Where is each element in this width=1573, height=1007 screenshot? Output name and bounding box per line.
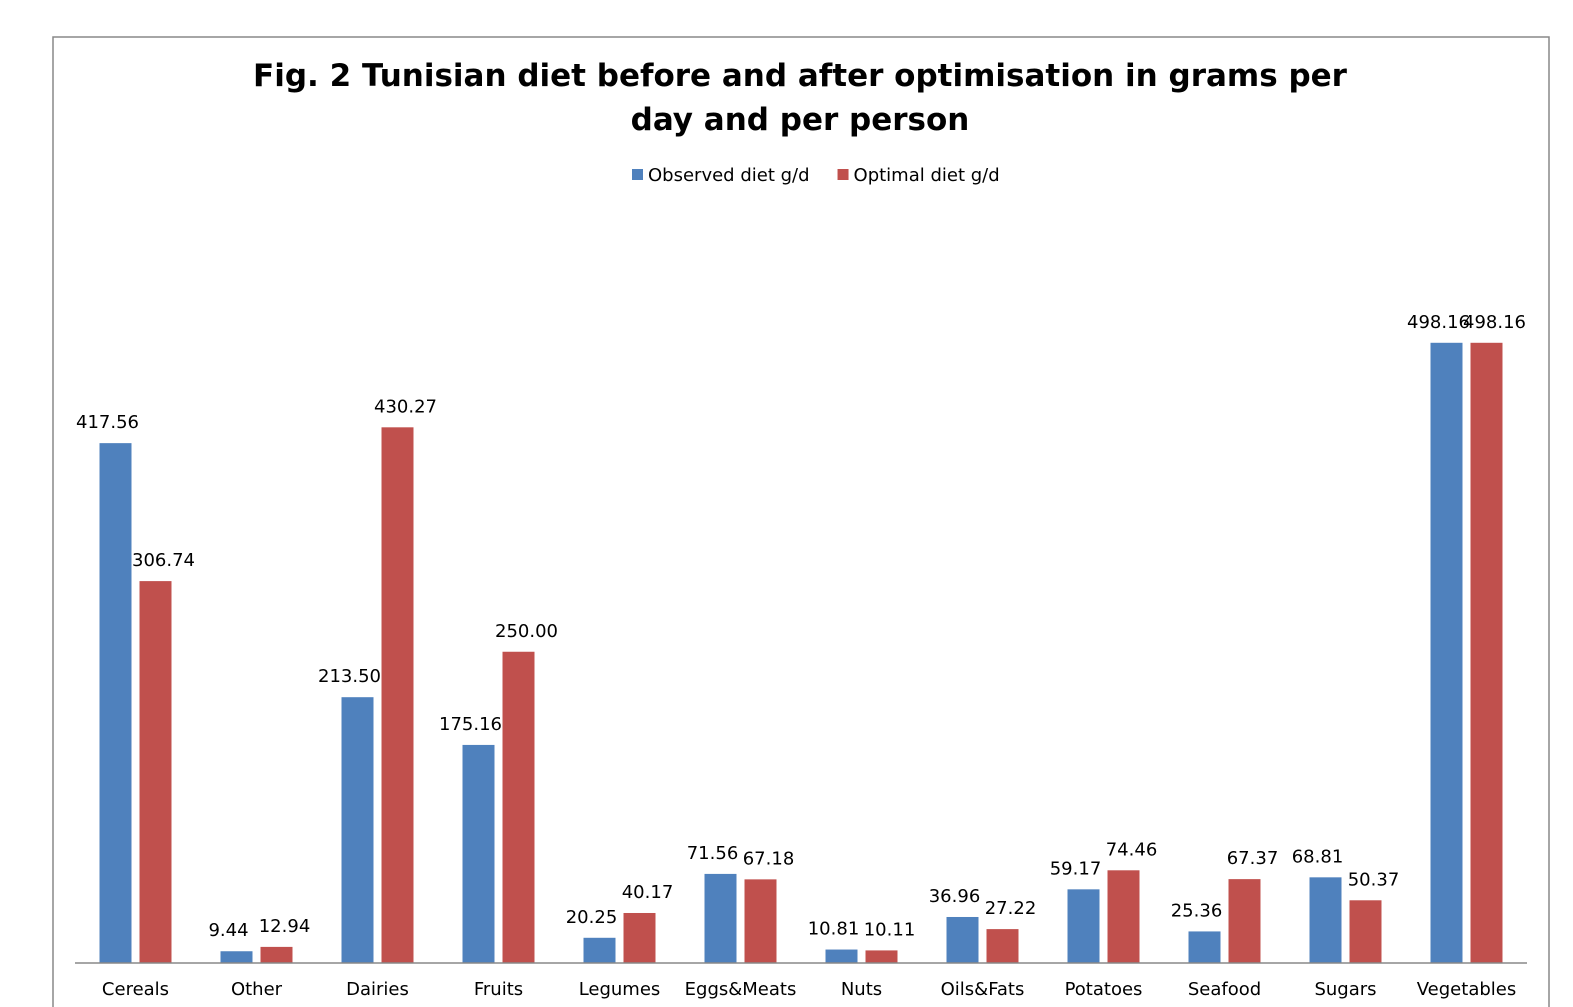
bar — [1430, 342, 1463, 964]
bar — [704, 873, 737, 963]
bar — [260, 946, 293, 963]
x-tick-label: Potatoes — [1065, 979, 1143, 1000]
x-tick-label: Oils&Fats — [941, 979, 1025, 1000]
chart-title: Fig. 2 Tunisian diet before and after op… — [253, 58, 1347, 138]
bar — [1349, 900, 1382, 963]
data-label: 25.36 — [1171, 900, 1223, 921]
bar — [220, 951, 253, 963]
bar — [1188, 931, 1221, 963]
data-label: 213.50 — [318, 666, 381, 687]
data-label: 306.74 — [132, 550, 195, 571]
x-tick-label: Fruits — [474, 979, 523, 1000]
data-label: 498.16 — [1463, 312, 1526, 333]
bar — [462, 744, 495, 963]
chart-frame — [52, 36, 1550, 1007]
data-label: 20.25 — [566, 907, 618, 928]
bar — [986, 929, 1019, 963]
data-label: 71.56 — [687, 843, 739, 864]
x-tick-label: Vegetables — [1417, 979, 1516, 1000]
legend-label: Optimal diet g/d — [854, 165, 1000, 186]
bar — [865, 950, 898, 963]
legend-label: Observed diet g/d — [648, 165, 810, 186]
data-label: 10.81 — [808, 919, 860, 940]
bar — [341, 697, 374, 963]
data-label: 67.18 — [743, 848, 795, 869]
x-tick-label: Cereals — [102, 979, 169, 1000]
bar — [583, 937, 616, 963]
x-tick-label: Seafood — [1188, 979, 1261, 1000]
bar — [1107, 870, 1140, 963]
data-label: 40.17 — [622, 882, 674, 903]
legend-swatch — [632, 169, 643, 180]
x-tick-label: Other — [231, 979, 283, 1000]
bar — [139, 581, 172, 963]
data-label: 175.16 — [439, 714, 502, 735]
bar — [1067, 889, 1100, 963]
data-label: 417.56 — [76, 412, 139, 433]
data-label: 50.37 — [1348, 869, 1400, 890]
x-tick-label: Eggs&Meats — [685, 979, 797, 1000]
data-label: 74.46 — [1106, 839, 1158, 860]
data-label: 430.27 — [374, 396, 437, 417]
bar — [1309, 877, 1342, 963]
bar — [99, 443, 132, 963]
bar — [1470, 342, 1503, 964]
data-label: 59.17 — [1050, 858, 1102, 879]
data-label: 498.16 — [1407, 312, 1470, 333]
data-label: 68.81 — [1292, 846, 1344, 867]
bar — [1228, 879, 1261, 963]
x-tick-label: Dairies — [346, 979, 409, 1000]
x-tick-label: Nuts — [841, 979, 882, 1000]
data-label: 67.37 — [1227, 848, 1279, 869]
data-label: 36.96 — [929, 886, 981, 907]
bar — [744, 879, 777, 963]
legend-swatch — [837, 169, 849, 180]
data-label: 9.44 — [208, 920, 248, 941]
bar — [381, 427, 414, 963]
data-label: 10.11 — [864, 919, 916, 940]
x-tick-label: Legumes — [579, 979, 661, 1000]
bar — [623, 912, 656, 963]
data-label: 12.94 — [259, 916, 311, 937]
x-tick-label: Sugars — [1314, 979, 1376, 1000]
data-label: 27.22 — [985, 898, 1037, 919]
bar — [825, 949, 858, 963]
data-label: 250.00 — [495, 621, 558, 642]
bar — [946, 916, 979, 963]
bar — [502, 651, 535, 963]
